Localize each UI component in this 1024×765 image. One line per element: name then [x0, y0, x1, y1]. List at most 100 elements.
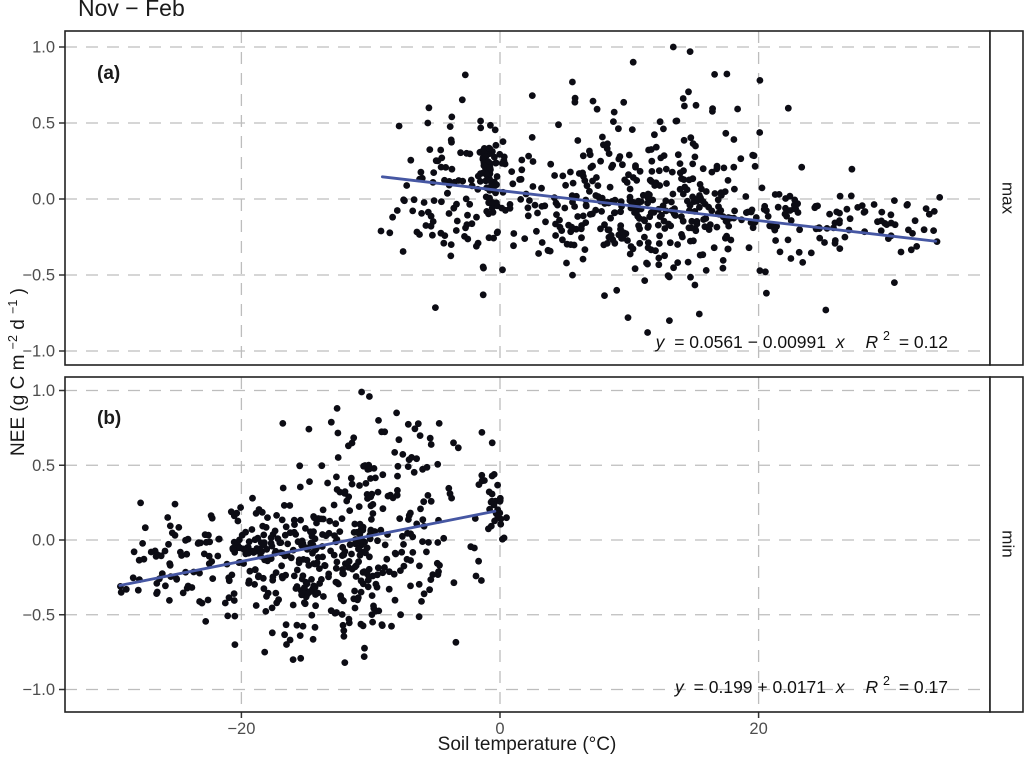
data-point: [410, 468, 418, 476]
data-point: [711, 71, 718, 78]
data-point: [314, 589, 322, 597]
data-point: [713, 223, 721, 231]
data-point: [496, 150, 504, 158]
data-point: [692, 142, 699, 150]
data-point: [687, 273, 694, 281]
data-point: [579, 152, 587, 160]
data-point: [579, 255, 587, 263]
data-point: [510, 230, 518, 237]
data-point: [481, 477, 488, 484]
data-point: [715, 203, 722, 211]
data-point: [784, 236, 792, 244]
data-point: [369, 510, 377, 517]
data-point: [878, 208, 886, 216]
data-point: [722, 129, 730, 137]
data-point: [489, 208, 497, 216]
data-point: [581, 246, 589, 254]
data-point: [214, 552, 222, 560]
data-point: [251, 581, 258, 588]
data-point: [478, 471, 486, 479]
data-point: [179, 589, 187, 597]
data-point: [610, 108, 618, 116]
data-point: [629, 245, 637, 253]
data-point: [397, 567, 404, 574]
data-point: [215, 535, 223, 543]
data-point: [205, 552, 213, 560]
y-tick-label: 0.0: [32, 191, 55, 209]
data-point: [610, 118, 617, 125]
data-point: [499, 138, 507, 146]
data-point: [570, 241, 578, 249]
data-point: [551, 172, 558, 179]
data-point: [831, 237, 839, 244]
data-point: [847, 192, 855, 200]
data-point: [613, 286, 621, 294]
data-point: [798, 163, 806, 171]
data-point: [447, 136, 455, 144]
data-point: [603, 240, 611, 247]
data-point: [268, 604, 276, 612]
data-point: [427, 441, 435, 448]
data-point: [429, 231, 436, 239]
data-point: [415, 613, 423, 621]
data-point: [227, 508, 235, 516]
data-point: [310, 514, 318, 522]
data-point: [375, 607, 383, 615]
data-point: [352, 573, 360, 580]
data-point: [173, 575, 180, 582]
data-point: [821, 239, 828, 246]
data-point: [709, 105, 716, 113]
data-point: [724, 177, 732, 184]
data-point: [574, 137, 582, 144]
data-point: [608, 164, 615, 171]
data-point: [510, 242, 517, 250]
data-point: [535, 250, 542, 257]
data-point: [259, 522, 267, 530]
data-point: [496, 494, 504, 502]
data-point: [525, 152, 532, 160]
data-point: [922, 205, 930, 213]
data-point: [601, 221, 608, 229]
data-point: [413, 228, 421, 236]
data-point: [364, 583, 372, 591]
data-point: [278, 562, 285, 570]
data-point: [858, 202, 866, 210]
data-point: [423, 463, 431, 471]
data-point: [171, 500, 179, 508]
data-point: [205, 531, 212, 539]
data-point: [731, 207, 738, 215]
data-point: [350, 529, 358, 536]
data-point: [333, 558, 341, 566]
data-point: [208, 558, 216, 565]
data-point: [268, 629, 276, 637]
data-point: [692, 101, 700, 109]
data-point: [579, 212, 587, 220]
data-point: [751, 162, 759, 170]
data-point: [475, 557, 482, 565]
data-point: [655, 167, 663, 175]
data-point: [424, 119, 432, 127]
data-point: [367, 475, 374, 482]
data-point: [538, 203, 546, 210]
scatter-points-min: [117, 388, 510, 666]
data-point: [196, 598, 204, 605]
data-point: [333, 609, 340, 616]
data-point: [774, 203, 782, 211]
data-point: [772, 237, 779, 244]
data-point: [440, 534, 448, 542]
data-point: [311, 535, 319, 543]
data-point: [340, 551, 348, 559]
equation-min: y = 0.199 + 0.0171 x R 2 = 0.17: [674, 669, 948, 697]
data-point: [331, 532, 338, 539]
data-point: [695, 310, 703, 318]
data-point: [355, 545, 362, 553]
data-point: [462, 195, 470, 203]
data-point: [183, 550, 191, 558]
data-point: [432, 304, 439, 311]
data-point: [435, 420, 443, 427]
data-point: [399, 532, 406, 540]
data-point: [302, 525, 309, 532]
data-point: [624, 314, 632, 321]
data-point: [374, 537, 381, 545]
data-point: [605, 226, 613, 234]
